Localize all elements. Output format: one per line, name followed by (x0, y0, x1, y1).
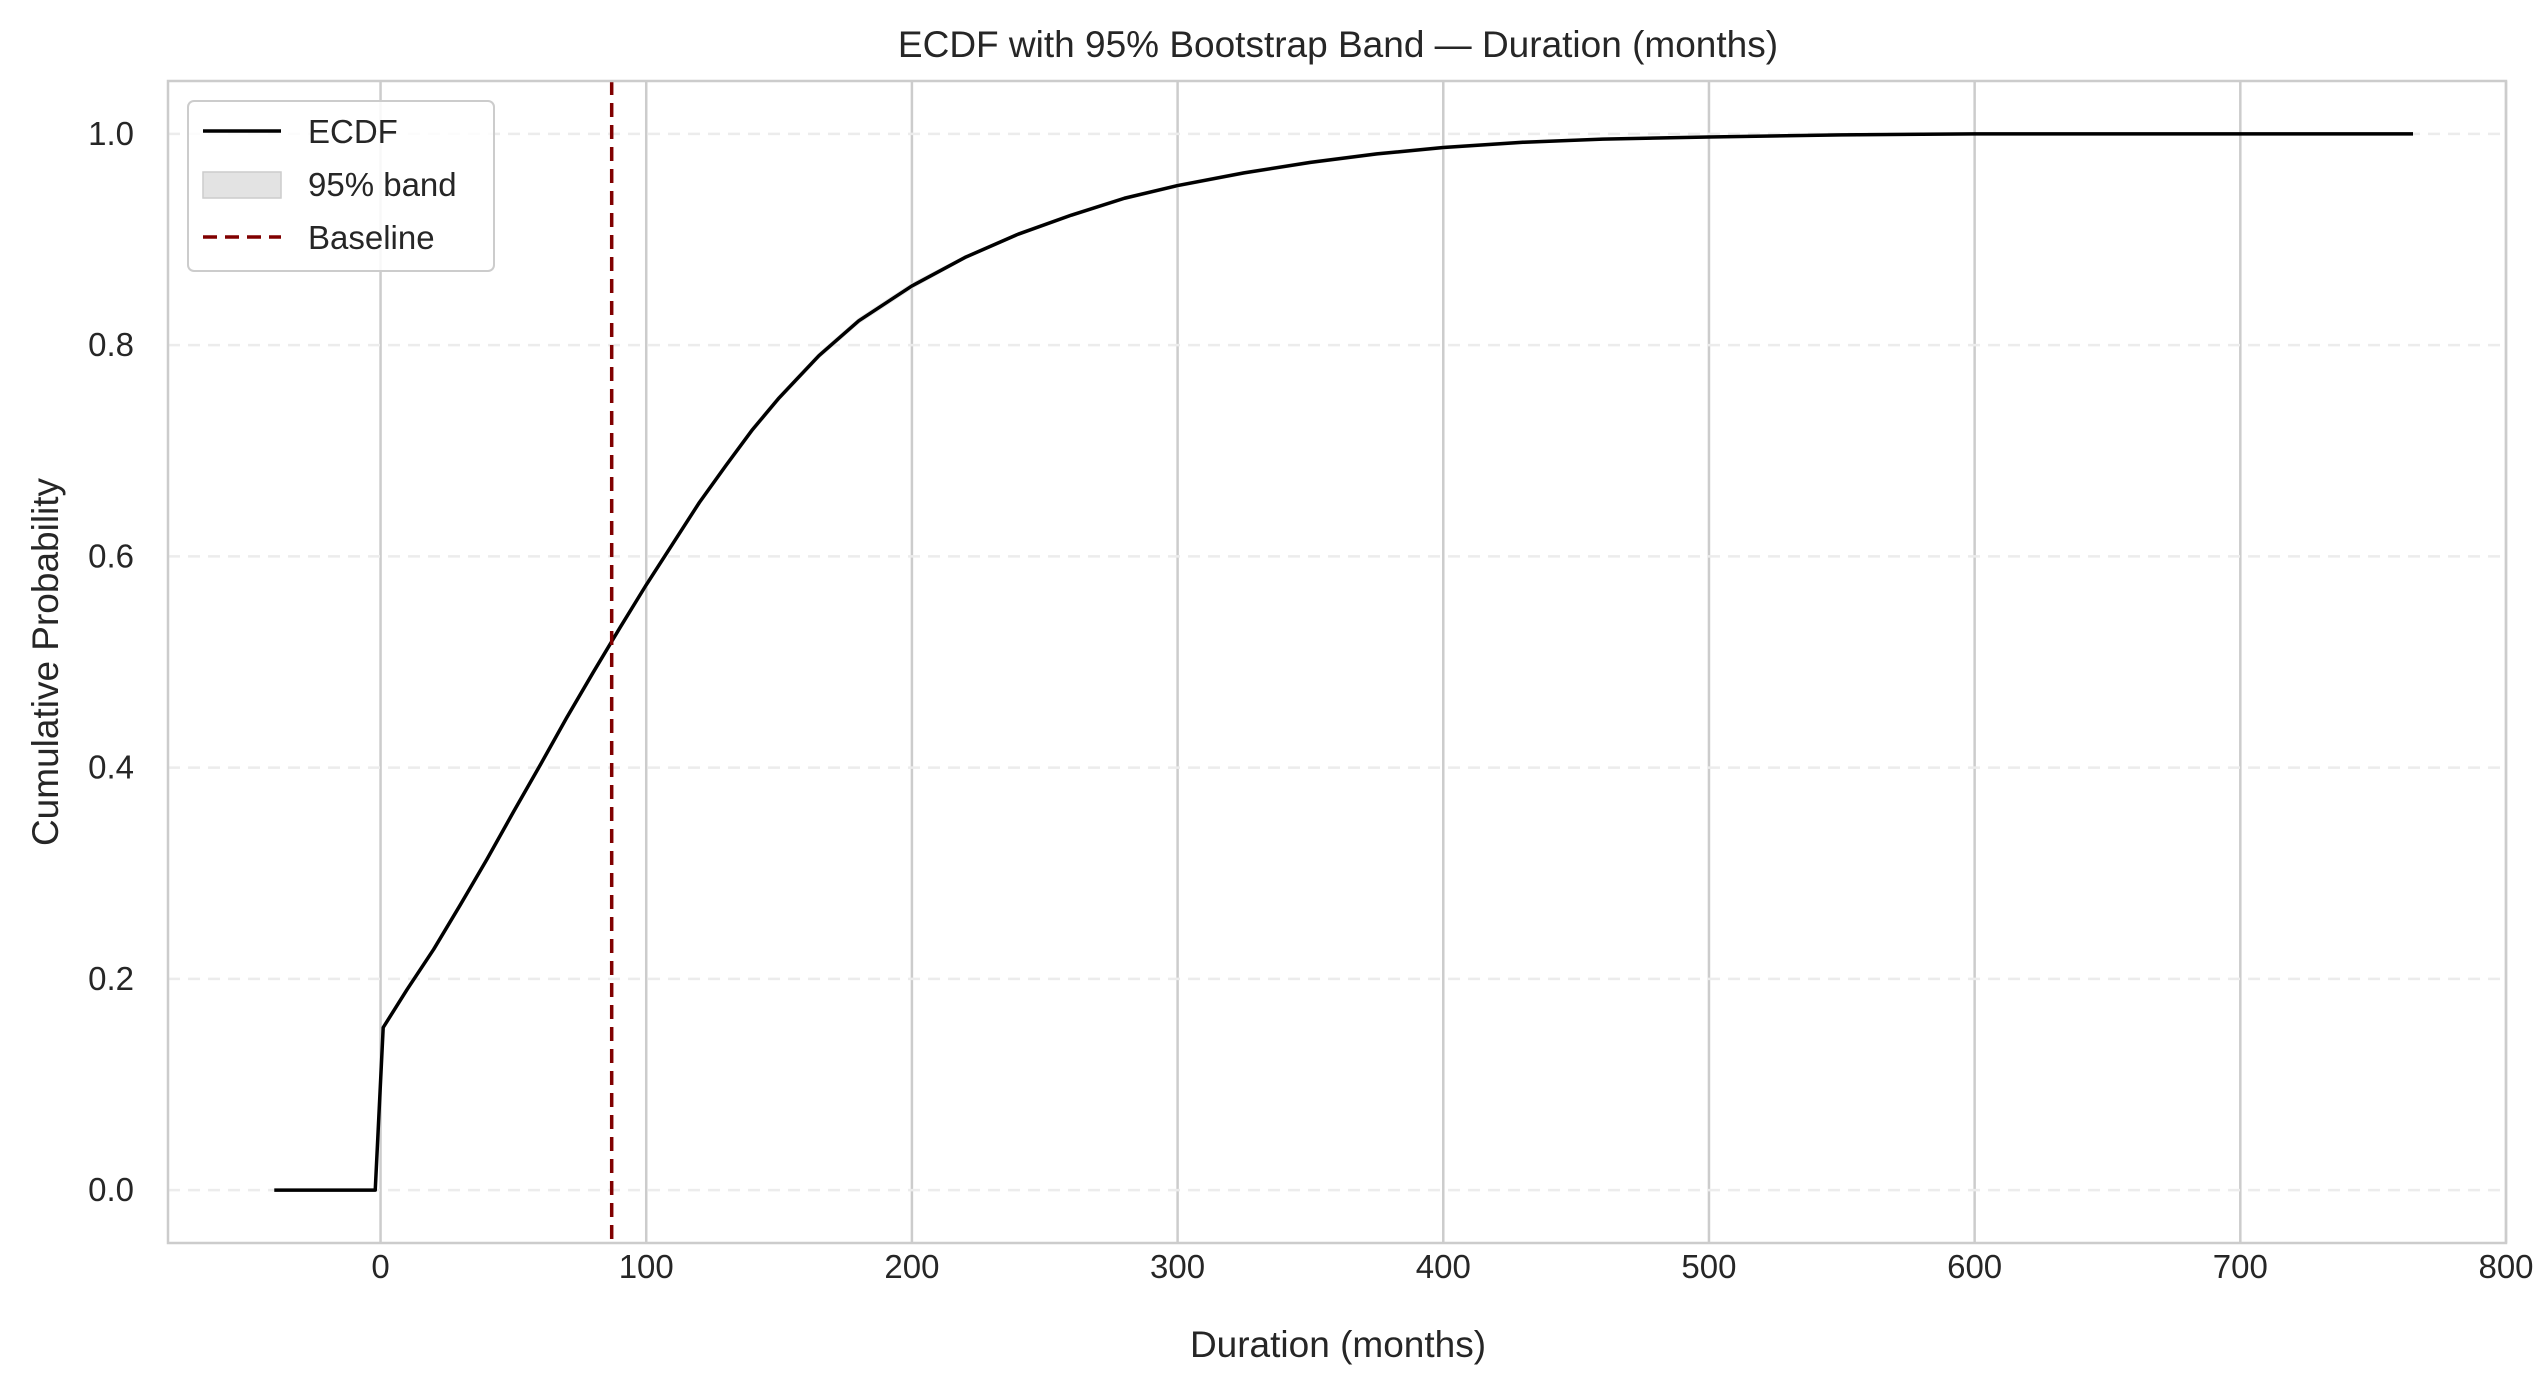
x-tick-label: 100 (619, 1248, 674, 1285)
y-tick-labels: 0.0 0.2 0.4 0.6 0.8 1.0 (88, 115, 134, 1208)
plot-frame (166, 79, 2508, 1245)
grid-layer (168, 81, 2508, 1243)
y-axis-label: Cumulative Probability (25, 477, 66, 846)
x-tick-label: 800 (2478, 1248, 2533, 1285)
x-tick-label: 700 (2213, 1248, 2268, 1285)
x-tick-label: 300 (1150, 1248, 1205, 1285)
y-tick-label: 0.4 (88, 749, 134, 786)
legend-baseline-label: Baseline (308, 219, 435, 256)
y-tick-label: 0.6 (88, 537, 134, 574)
legend-band-swatch (202, 171, 282, 199)
y-tick-label: 1.0 (88, 115, 134, 152)
band-layer (274, 133, 2414, 1191)
x-tick-label: 600 (1947, 1248, 2002, 1285)
y-tick-label: 0.0 (88, 1171, 134, 1208)
legend-band-label: 95% band (308, 166, 457, 203)
ecdf-line (274, 132, 2414, 1192)
legend: ECDF 95% band Baseline (187, 100, 495, 272)
x-tick-labels: 0 100 200 300 400 500 600 700 800 (371, 1248, 2533, 1285)
legend-frame (187, 100, 495, 272)
confidence-band (274, 133, 2414, 1191)
x-tick-label: 0 (371, 1248, 389, 1285)
x-tick-label: 200 (884, 1248, 939, 1285)
x-tick-label: 400 (1416, 1248, 1471, 1285)
series-layer (274, 132, 2414, 1192)
y-tick-label: 0.2 (88, 960, 134, 997)
y-tick-label: 0.8 (88, 326, 134, 363)
x-axis-label: Duration (months) (1190, 1324, 1486, 1365)
chart-title: ECDF with 95% Bootstrap Band — Duration … (898, 24, 1778, 65)
legend-ecdf-label: ECDF (308, 113, 398, 150)
x-tick-label: 500 (1681, 1248, 1736, 1285)
